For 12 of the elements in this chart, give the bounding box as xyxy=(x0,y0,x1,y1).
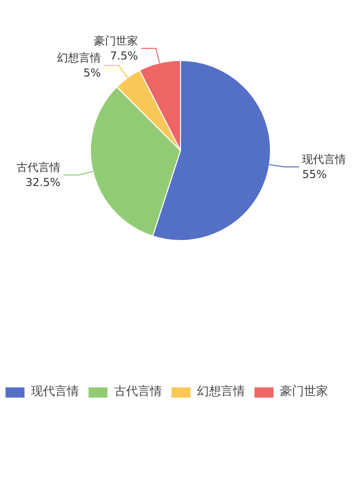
slice-label: 豪门世家 xyxy=(94,34,138,48)
slice-label: 幻想言情 xyxy=(56,52,101,65)
slice-label: 现代言情 xyxy=(302,152,346,166)
legend-label: 古代言情 xyxy=(114,383,162,400)
data-label: 7.5% xyxy=(110,49,138,62)
slice-label: 古代言情 xyxy=(16,161,60,174)
data-label: 5% xyxy=(83,66,101,80)
legend-label: 豪门世家 xyxy=(280,383,328,400)
legend-label: 现代言情 xyxy=(31,383,79,400)
data-label: 32.5% xyxy=(25,176,60,190)
data-label: 55% xyxy=(302,168,327,181)
legend-label: 幻想言情 xyxy=(197,383,245,400)
